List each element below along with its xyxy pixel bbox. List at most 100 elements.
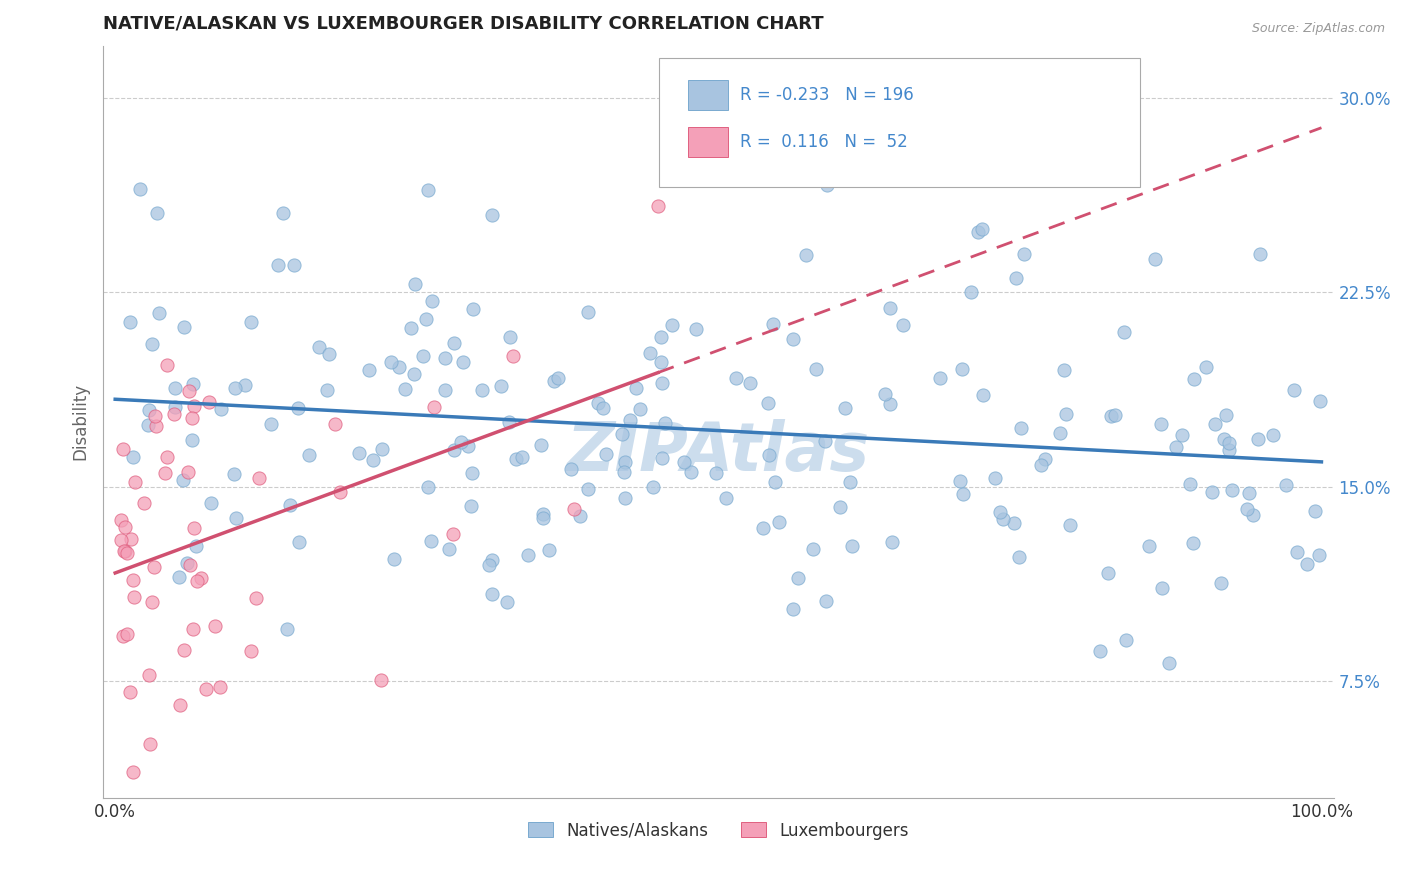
Text: Source: ZipAtlas.com: Source: ZipAtlas.com [1251,22,1385,36]
Point [801,542,824,557]
Point [531,511,554,525]
Point [679,465,702,479]
Point [1097,566,1119,581]
Point [124,475,146,489]
Point [1114,633,1136,648]
Point [1247,432,1270,446]
Point [416,183,439,197]
Point [142,559,165,574]
Point [706,466,728,480]
Point [260,417,283,431]
Legend: Natives/Alaskans, Luxembourgers: Natives/Alaskans, Luxembourgers [520,815,915,847]
Point [1099,409,1122,423]
Point [952,487,974,501]
Point [879,396,901,410]
Point [177,465,200,479]
Point [834,401,856,415]
Point [163,381,186,395]
Point [141,336,163,351]
Point [502,350,524,364]
Point [181,376,204,391]
Point [647,199,669,213]
Point [619,413,641,427]
Point [651,451,673,466]
Point [156,450,179,464]
Point [183,521,205,535]
Point [450,434,472,449]
Point [169,569,191,583]
Point [1236,502,1258,516]
Point [756,395,779,409]
Point [120,532,142,546]
Point [121,765,143,780]
Point [1211,576,1233,591]
Point [496,594,519,608]
Point [738,376,761,391]
Point [1249,246,1271,260]
Point [804,362,827,376]
Point [1218,442,1240,457]
Point [139,737,162,751]
Point [879,301,901,315]
Point [569,509,592,524]
Point [308,339,330,353]
Bar [688,127,728,157]
Point [1178,477,1201,491]
Point [481,208,503,222]
Point [1241,508,1264,523]
Point [814,434,837,448]
Point [169,698,191,713]
Point [560,461,582,475]
Point [118,315,141,329]
Point [752,521,775,535]
Point [1303,504,1326,518]
Point [181,410,204,425]
Point [477,558,499,573]
Point [984,471,1007,485]
Point [298,448,321,462]
Point [1007,550,1029,565]
Point [287,535,309,549]
Point [233,378,256,392]
Point [1195,359,1218,374]
Point [173,319,195,334]
Point [1204,417,1226,431]
Point [323,417,346,431]
Point [537,543,560,558]
Point [1150,417,1173,431]
Point [122,591,145,605]
Point [129,182,152,196]
Point [786,571,808,585]
Point [1088,644,1111,658]
Point [179,558,201,572]
Point [316,383,339,397]
Point [209,402,232,417]
Point [875,387,897,401]
Point [1010,421,1032,435]
Point [654,416,676,430]
Point [839,475,862,489]
Point [420,534,443,549]
Point [183,400,205,414]
Point [271,205,294,219]
Point [380,355,402,369]
Point [1053,363,1076,377]
Point [111,628,134,642]
Point [543,375,565,389]
Point [650,329,672,343]
Point [190,571,212,585]
Point [110,533,132,547]
Point [181,622,204,636]
Point [204,619,226,633]
Point [498,330,520,344]
Point [714,491,737,505]
Point [247,471,270,485]
Point [595,447,617,461]
Point [415,312,437,326]
Point [547,371,569,385]
Point [1139,539,1161,553]
Point [198,395,221,409]
Point [329,485,352,500]
Point [814,594,837,608]
Point [121,573,143,587]
